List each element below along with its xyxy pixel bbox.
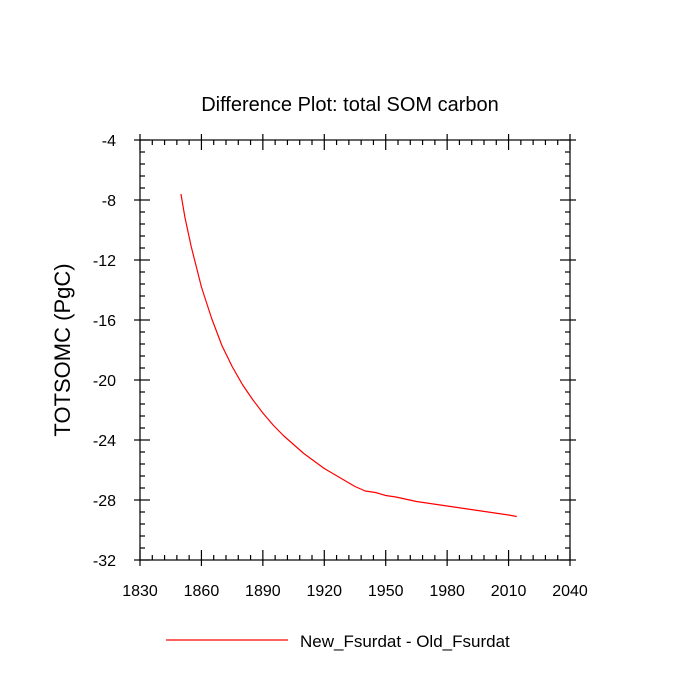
y-tick-label: -24 xyxy=(93,433,116,450)
series-line xyxy=(180,193,517,518)
axis-ticks xyxy=(134,134,576,566)
x-tick-label: 1980 xyxy=(429,583,465,600)
y-tick-label: -32 xyxy=(93,553,116,570)
chart-title: Difference Plot: total SOM carbon xyxy=(201,94,499,116)
y-tick-label: -4 xyxy=(102,133,116,150)
series-layer xyxy=(180,193,517,518)
x-tick-label: 2010 xyxy=(491,583,527,600)
legend-label: New_Fsurdat - Old_Fsurdat xyxy=(300,632,510,651)
plot-frame xyxy=(139,139,571,561)
x-tick-label: 1860 xyxy=(184,583,220,600)
y-tick-label: -28 xyxy=(93,493,116,510)
x-tick-label: 1830 xyxy=(122,583,158,600)
x-tick-label: 1890 xyxy=(245,583,281,600)
x-tick-label: 1950 xyxy=(368,583,404,600)
y-axis-label: TOTSOMC (PgC) xyxy=(50,263,75,436)
y-tick-label: -16 xyxy=(93,313,116,330)
y-tick-label: -20 xyxy=(93,373,116,390)
y-tick-label: -8 xyxy=(102,193,116,210)
x-tick-label: 2040 xyxy=(552,583,588,600)
y-tick-label: -12 xyxy=(93,253,116,270)
x-tick-label: 1920 xyxy=(306,583,342,600)
axis-tick-labels: 1830 1860 1890 1920 1950 1980 2010 2040 -32 -28 -2… xyxy=(93,133,588,600)
